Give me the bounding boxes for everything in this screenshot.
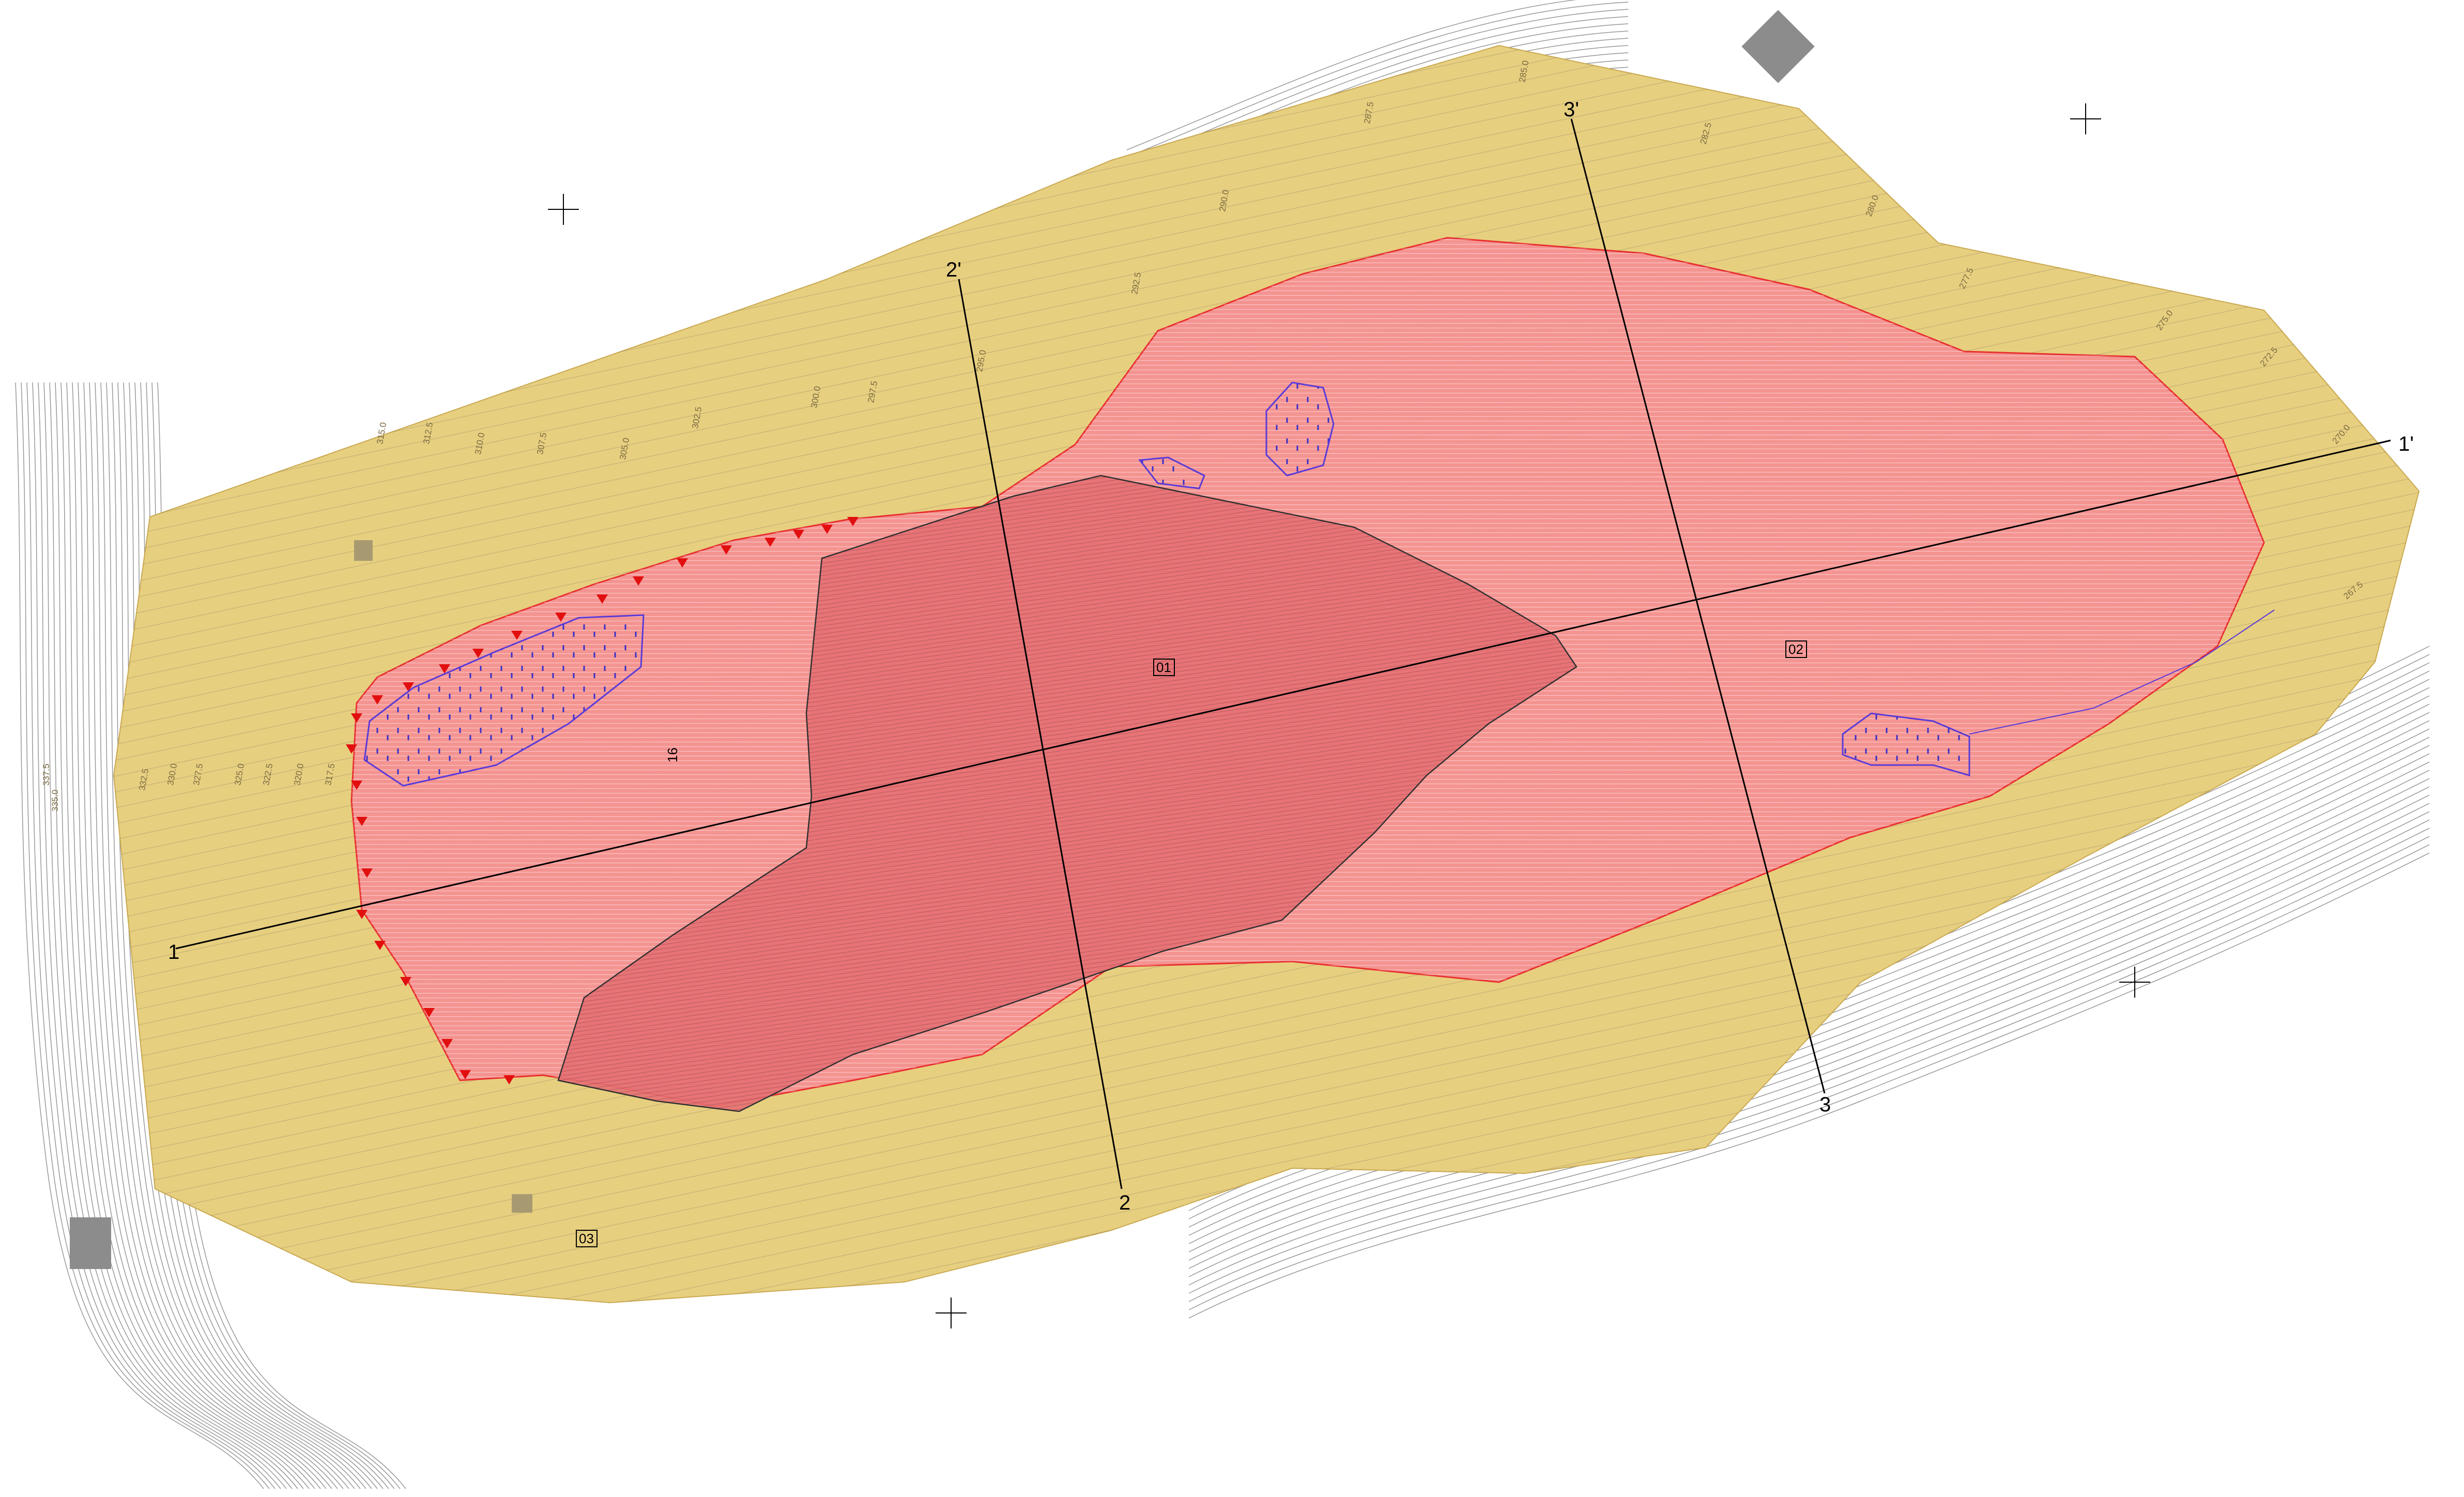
scarp-triangle-icon xyxy=(503,1075,515,1084)
scarp-triangle-icon xyxy=(400,977,411,986)
building-icon xyxy=(1741,10,1815,83)
scarp-triangle-icon xyxy=(472,649,484,658)
contour-elevation-label: 337.5 xyxy=(41,763,51,786)
survey-benchmark-icon xyxy=(548,194,579,225)
scarp-triangle-icon xyxy=(346,744,357,754)
zone-03-box xyxy=(576,1230,598,1247)
contour-line xyxy=(32,382,281,1489)
section-lines xyxy=(175,118,2391,1189)
scarp-triangle-icon xyxy=(356,910,368,919)
contour-line xyxy=(15,382,264,1489)
scarp-triangle-icon xyxy=(793,530,804,539)
zone-01-box xyxy=(1153,659,1175,676)
section-1-start-label: 1 xyxy=(168,941,179,964)
scarp-triangle-icon xyxy=(374,941,386,950)
zone-02-box xyxy=(1785,640,1807,658)
contour-line xyxy=(1126,0,1577,150)
survey-benchmark-icon xyxy=(936,1297,967,1328)
survey-benchmarks xyxy=(548,103,2150,1328)
scarp-triangle-icon xyxy=(351,781,362,790)
section-3-start-label: 3 xyxy=(1819,1093,1831,1116)
scarp-triangle-icon xyxy=(511,631,523,640)
contour-line xyxy=(78,382,327,1489)
contour-line xyxy=(38,382,287,1489)
scarp-triangle-icon xyxy=(372,695,383,705)
building-icon xyxy=(512,1194,532,1213)
contour-line xyxy=(66,382,315,1489)
contour-line xyxy=(26,382,276,1489)
scarp-triangle-icon xyxy=(633,576,644,586)
contour-line xyxy=(1188,836,2430,1302)
contour-line xyxy=(112,382,361,1489)
contour-line xyxy=(43,382,293,1489)
scarp-line xyxy=(346,517,859,1084)
scarp-triangle-icon xyxy=(441,1039,453,1048)
zone-02-label: 02 xyxy=(1788,641,1803,657)
buildings xyxy=(70,10,1815,1269)
scarp-triangle-icon xyxy=(361,868,373,878)
section-1-end-label: 1' xyxy=(2398,433,2414,455)
contour-line xyxy=(55,382,304,1489)
contour-line xyxy=(60,382,310,1489)
contour-line xyxy=(1188,819,2430,1286)
body-hatch-texture xyxy=(558,476,1577,1111)
scarp-triangle-icon xyxy=(764,538,776,547)
wet-area-icon xyxy=(1138,456,1205,490)
section-2-end-label: 2' xyxy=(946,258,961,281)
scarp-triangle-icon xyxy=(555,613,567,622)
wet-area-icon xyxy=(363,614,645,787)
section-2-start-label: 2 xyxy=(1119,1192,1130,1214)
contour-line xyxy=(106,382,355,1489)
contour-elevation-label: 335.0 xyxy=(50,789,60,812)
seepage-line xyxy=(1969,609,2275,735)
scarp-triangle-icon xyxy=(439,664,450,674)
scarp-triangle-icon xyxy=(351,713,362,723)
scarp-triangle-icon xyxy=(677,558,688,568)
building-icon xyxy=(354,540,373,561)
contour-line xyxy=(100,382,349,1489)
scarp-triangle-icon xyxy=(721,545,732,555)
contour-line xyxy=(21,382,270,1489)
section-line-3 xyxy=(1570,118,1826,1094)
contour-line xyxy=(1188,852,2430,1319)
contour-line xyxy=(49,382,298,1489)
survey-benchmark-icon xyxy=(2070,103,2101,134)
zone-labels: 01 02 03 16 xyxy=(576,640,1807,1247)
contour-line xyxy=(1188,811,2430,1277)
scarp-triangle-icon xyxy=(403,682,414,692)
section-line-2 xyxy=(958,279,1123,1189)
contour-line xyxy=(1188,786,2430,1252)
scarp-triangle-icon xyxy=(821,525,833,534)
zone-03-label: 03 xyxy=(579,1231,594,1246)
scarp-triangle-icon xyxy=(423,1008,435,1017)
zone-16-label: 16 xyxy=(665,747,680,762)
scarp-triangle-icon xyxy=(596,594,608,604)
contour-line xyxy=(95,382,344,1489)
wet-area-icon xyxy=(1265,381,1335,477)
contour-line xyxy=(83,382,332,1489)
survey-benchmark-icon xyxy=(2119,967,2150,998)
wet-areas xyxy=(363,381,2275,787)
contour-line xyxy=(1188,844,2430,1310)
contour-line xyxy=(117,382,366,1489)
scarp-triangle-icon xyxy=(356,817,368,826)
scarp-triangle-icon xyxy=(460,1070,471,1079)
contour-line xyxy=(72,382,321,1489)
contour-line xyxy=(89,382,338,1489)
zone-01-label: 01 xyxy=(1156,660,1171,675)
wet-area-icon xyxy=(1842,712,1970,776)
contour-line xyxy=(1188,795,2430,1261)
contour-line xyxy=(1188,828,2430,1294)
section-3-end-label: 3' xyxy=(1564,98,1579,121)
contour-line xyxy=(1126,2,1629,158)
contour-line xyxy=(1188,803,2430,1269)
building-icon xyxy=(70,1217,111,1269)
scarp-triangle-icon xyxy=(847,517,859,526)
section-line-1 xyxy=(175,439,2391,950)
